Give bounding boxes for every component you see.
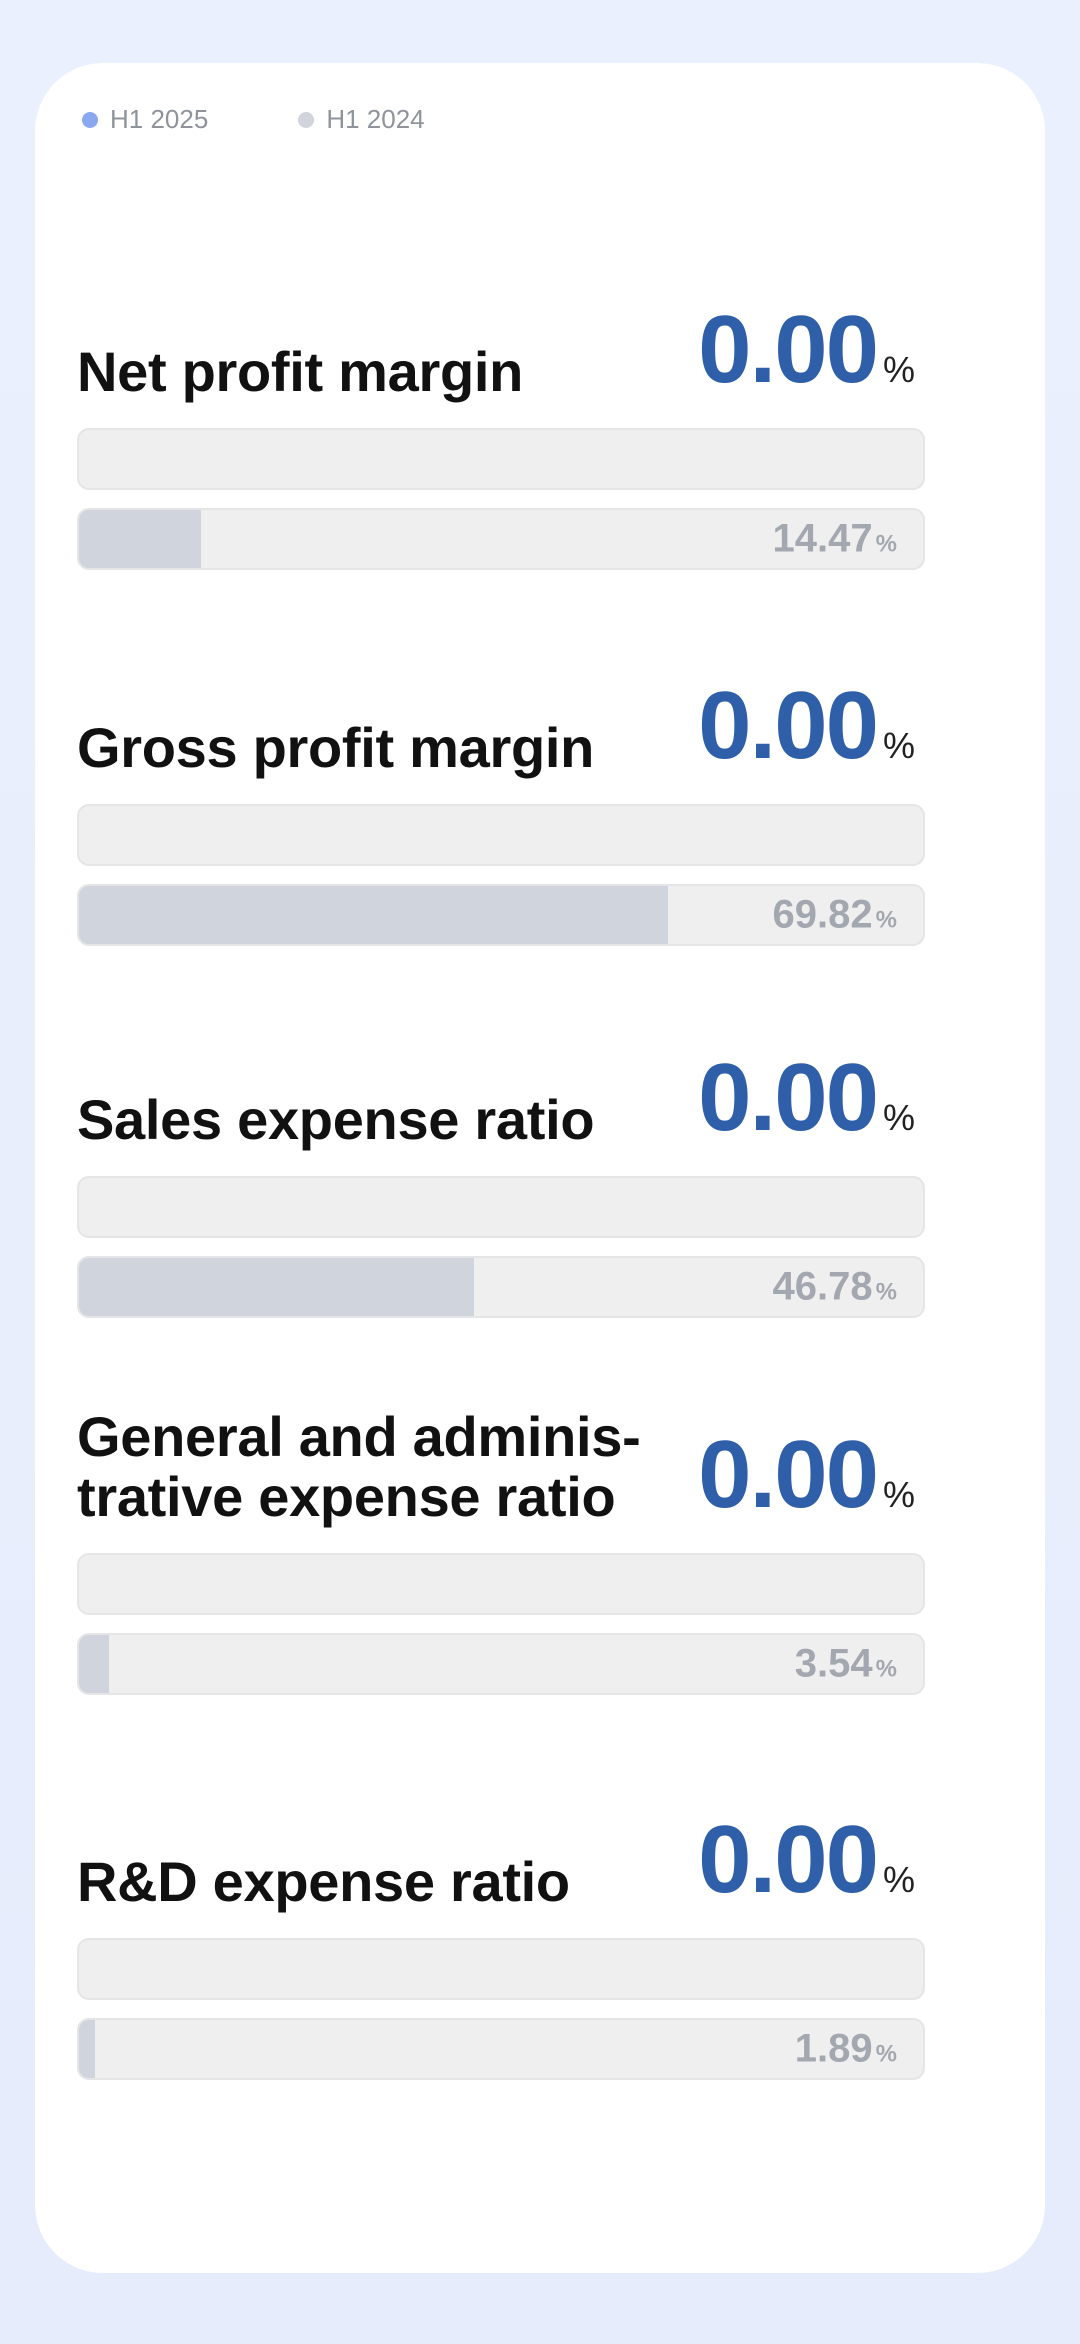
bar-fill-h1-2024 [79,510,202,568]
metric-title: General and adminis- trative expense rat… [77,1405,641,1528]
bar-value-percent-sign: % [875,1655,897,1683]
bar-h1-2025 [77,804,925,866]
value-percent-sign: % [882,1859,915,1900]
value-percent-sign: % [882,725,915,766]
legend-item-h1-2024: H1 2024 [298,104,425,135]
value-percent-sign: % [882,1097,915,1138]
bar-value-label: 14.47 % [773,517,897,562]
bar-h1-2024: 46.78 % [77,1256,925,1318]
bar-value-label: 46.78 % [773,1265,897,1310]
bar-fill-h1-2024 [79,1258,474,1316]
bar-value-number: 3.54 [794,1641,873,1686]
legend-dot-h1-2025 [82,111,98,128]
bar-value-percent-sign: % [875,1278,897,1306]
bar-value-percent-sign: % [875,2040,897,2068]
bar-h1-2025 [77,1938,925,2000]
bar-value-label: 1.89 % [795,2027,897,2072]
value-number: 0.00 [698,1421,879,1528]
metric-current-value: 0.00 % [698,1427,915,1523]
metric-current-value: 0.00 % [698,678,915,774]
bar-h1-2025 [77,1176,925,1238]
value-number: 0.00 [698,1044,879,1151]
metric-gross-profit-margin: Gross profit margin 0.00 % 69.82 % [77,644,925,946]
legend-dot-h1-2024 [298,111,315,128]
bar-h1-2024: 3.54 % [77,1633,925,1695]
bar-h1-2025 [77,428,925,490]
value-percent-sign: % [882,1474,915,1515]
bar-value-percent-sign: % [875,530,897,558]
legend-item-h1-2025: H1 2025 [82,104,208,135]
value-number: 0.00 [698,1806,879,1913]
bar-h1-2024: 14.47 % [77,508,925,570]
metric-sales-expense-ratio: Sales expense ratio 0.00 % 46.78 % [77,1016,925,1318]
value-number: 0.00 [698,672,879,779]
metric-rd-expense-ratio: R&D expense ratio 0.00 % 1.89 % [77,1778,925,2080]
bar-h1-2024: 1.89 % [77,2018,925,2080]
value-percent-sign: % [882,349,915,390]
bar-value-number: 14.47 [772,516,873,561]
bar-value-label: 69.82 % [773,893,897,938]
chart-legend: H1 2025 H1 2024 [82,104,515,135]
bar-value-number: 1.89 [794,2026,873,2071]
bar-value-percent-sign: % [875,906,897,934]
legend-label-h1-2024: H1 2024 [326,104,425,134]
bar-fill-h1-2024 [79,886,669,944]
bar-value-number: 69.82 [772,892,873,937]
metric-title: Sales expense ratio [77,1088,595,1151]
legend-label-h1-2025: H1 2025 [110,104,209,134]
bar-h1-2024: 69.82 % [77,884,925,946]
bar-h1-2025 [77,1553,925,1615]
bar-fill-h1-2024 [79,2020,95,2078]
metric-title: R&D expense ratio [77,1850,570,1913]
metric-title: Gross profit margin [77,716,595,779]
metric-title: Net profit margin [77,340,524,403]
bar-fill-h1-2024 [79,1635,109,1693]
value-number: 0.00 [698,296,879,403]
bar-value-number: 46.78 [772,1264,873,1309]
metric-current-value: 0.00 % [698,1812,915,1908]
bar-value-label: 3.54 % [795,1642,897,1687]
metric-current-value: 0.00 % [698,302,915,398]
metric-current-value: 0.00 % [698,1050,915,1146]
metric-net-profit-margin: Net profit margin 0.00 % 14.47 % [77,268,925,570]
metric-general-administrative-expense-ratio: General and adminis- trative expense rat… [77,1393,925,1695]
